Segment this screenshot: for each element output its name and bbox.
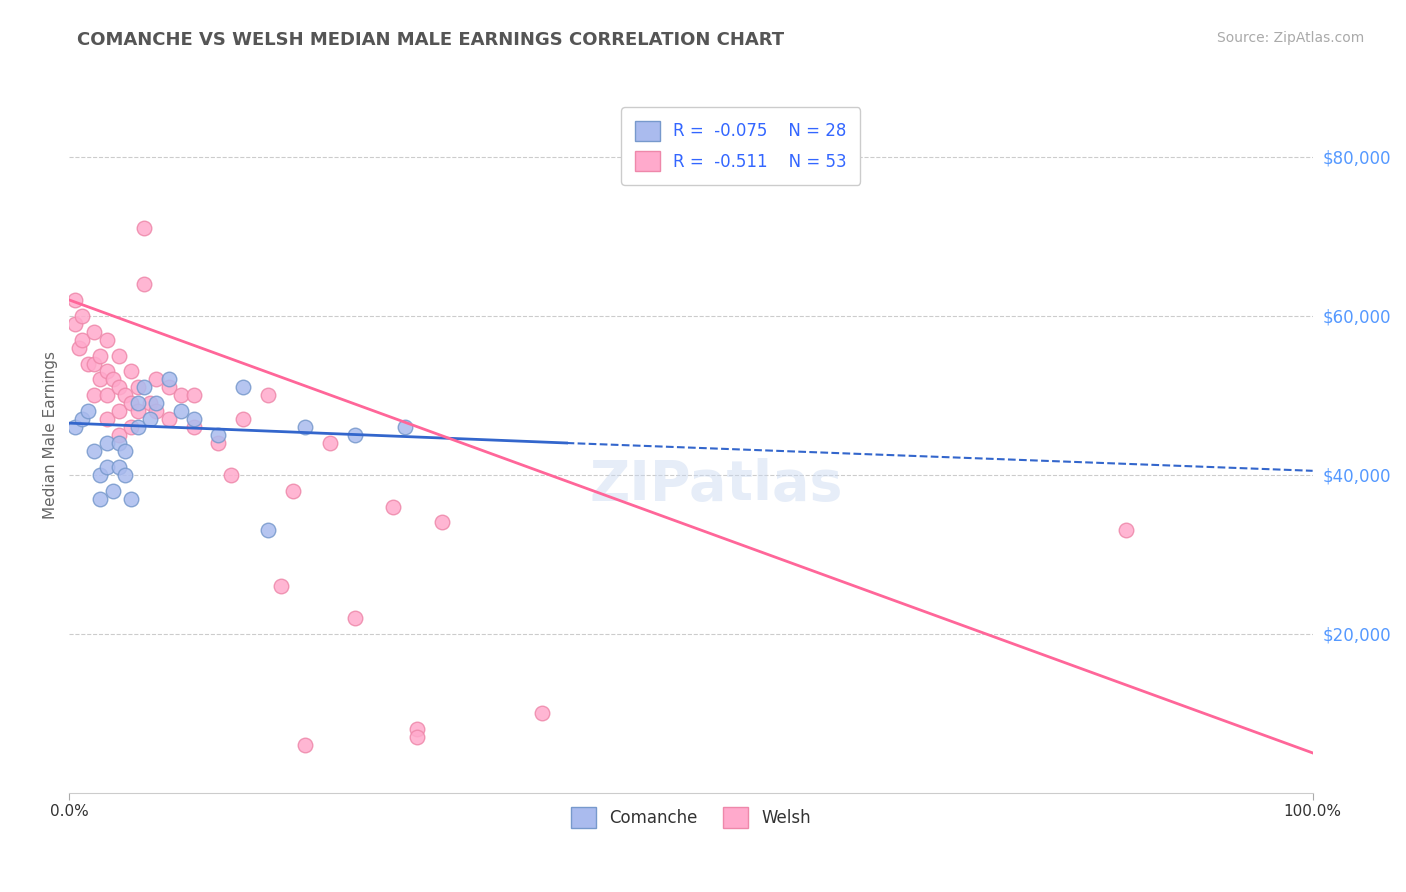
Point (127, 380, 149, 394)
Point (207, 436, 229, 450)
Point (77, 404, 100, 418)
Point (83, 357, 105, 371)
Point (344, 428, 367, 442)
Point (70, 412, 93, 426)
Point (406, 730, 429, 744)
Point (183, 412, 205, 426)
Point (65, 420, 87, 434)
Point (139, 412, 162, 426)
Point (114, 444, 136, 458)
Point (183, 420, 205, 434)
Point (530, 706, 553, 721)
Point (127, 404, 149, 418)
Point (101, 372, 124, 386)
Point (101, 483, 124, 498)
Point (114, 388, 136, 402)
Point (65, 293, 87, 307)
Point (108, 436, 131, 450)
Point (83, 444, 105, 458)
Point (406, 722, 429, 736)
Point (432, 516, 454, 530)
Point (157, 412, 180, 426)
Point (132, 221, 155, 235)
Point (394, 420, 416, 434)
Point (381, 500, 404, 514)
Point (83, 388, 105, 402)
Point (120, 491, 142, 506)
Point (1115, 524, 1137, 538)
Point (77, 357, 100, 371)
Point (89, 349, 111, 363)
Point (207, 428, 229, 442)
Point (132, 380, 155, 394)
Point (120, 420, 142, 434)
Text: COMANCHE VS WELSH MEDIAN MALE EARNINGS CORRELATION CHART: COMANCHE VS WELSH MEDIAN MALE EARNINGS C… (77, 31, 785, 49)
Point (145, 404, 167, 418)
Point (83, 325, 105, 339)
Point (232, 380, 254, 394)
Point (157, 372, 180, 386)
Point (145, 372, 167, 386)
Point (319, 436, 342, 450)
Point (96, 436, 118, 450)
Legend: Comanche, Welsh: Comanche, Welsh (564, 801, 817, 834)
Text: Source: ZipAtlas.com: Source: ZipAtlas.com (1216, 31, 1364, 45)
Point (270, 579, 292, 593)
Point (127, 420, 149, 434)
Text: ZIPatlas: ZIPatlas (589, 458, 842, 512)
Point (132, 277, 155, 291)
Point (96, 388, 118, 402)
Point (70, 333, 93, 347)
Point (145, 396, 167, 410)
Point (170, 404, 193, 418)
Point (67, 341, 90, 355)
Point (89, 372, 111, 386)
Point (96, 364, 118, 378)
Point (120, 364, 142, 378)
Point (294, 738, 316, 752)
Point (157, 380, 180, 394)
Point (108, 380, 131, 394)
Point (170, 388, 193, 402)
Point (219, 467, 242, 482)
Point (108, 459, 131, 474)
Point (108, 349, 131, 363)
Point (139, 396, 162, 410)
Point (281, 483, 304, 498)
Y-axis label: Median Male Earnings: Median Male Earnings (44, 351, 58, 519)
Point (257, 388, 280, 402)
Point (127, 396, 149, 410)
Point (183, 388, 205, 402)
Point (96, 459, 118, 474)
Point (294, 420, 316, 434)
Point (108, 404, 131, 418)
Point (257, 524, 280, 538)
Point (120, 396, 142, 410)
Point (232, 412, 254, 426)
Point (89, 467, 111, 482)
Point (96, 412, 118, 426)
Point (108, 428, 131, 442)
Point (89, 491, 111, 506)
Point (344, 611, 367, 625)
Point (114, 467, 136, 482)
Point (70, 309, 93, 323)
Point (65, 317, 87, 331)
Point (96, 333, 118, 347)
